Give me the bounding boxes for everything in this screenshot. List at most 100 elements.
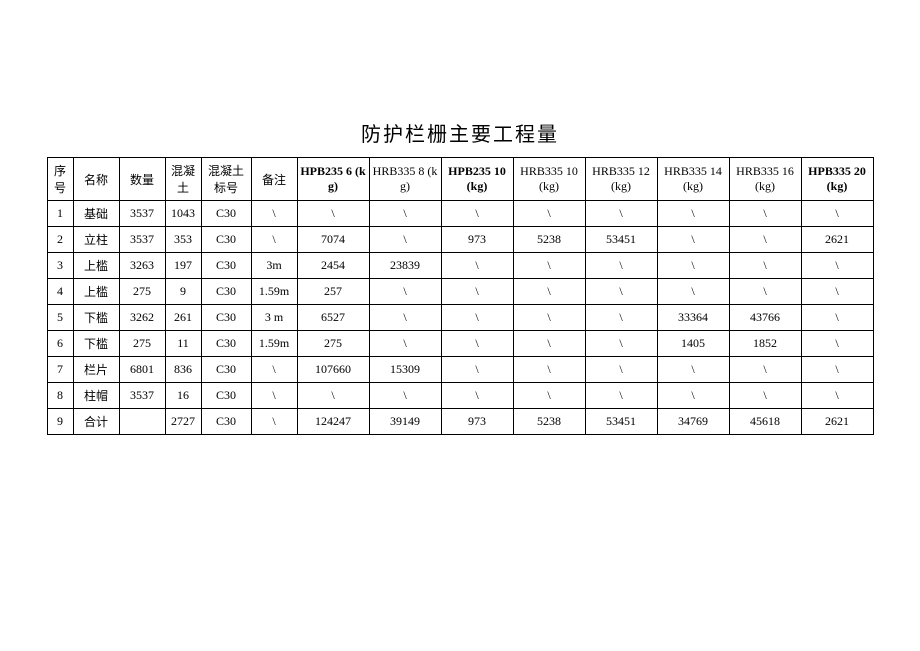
table-cell: 1405 xyxy=(657,331,729,357)
table-cell: C30 xyxy=(201,305,251,331)
table-cell: 9 xyxy=(47,409,73,435)
table-cell: 275 xyxy=(119,331,165,357)
table-cell: 3 m xyxy=(251,305,297,331)
table-cell: C30 xyxy=(201,227,251,253)
table-cell: 上槛 xyxy=(73,279,119,305)
table-cell: \ xyxy=(369,227,441,253)
table-cell: \ xyxy=(801,201,873,227)
table-cell: 1043 xyxy=(165,201,201,227)
table-cell: \ xyxy=(369,305,441,331)
table-row: 9合计2727C30\12424739149973523853451347694… xyxy=(47,409,873,435)
table-cell: \ xyxy=(441,201,513,227)
table-cell: 53451 xyxy=(585,409,657,435)
table-row: 3上槛3263197C303m245423839\\\\\\ xyxy=(47,253,873,279)
table-cell: 973 xyxy=(441,409,513,435)
table-cell: 6 xyxy=(47,331,73,357)
table-cell: C30 xyxy=(201,279,251,305)
table-cell: 立柱 xyxy=(73,227,119,253)
table-cell: C30 xyxy=(201,201,251,227)
table-cell: 45618 xyxy=(729,409,801,435)
table-cell: \ xyxy=(729,357,801,383)
col-header: HRB335 16 (kg) xyxy=(729,158,801,201)
table-cell: \ xyxy=(251,357,297,383)
table-cell: 15309 xyxy=(369,357,441,383)
table-cell: 基础 xyxy=(73,201,119,227)
col-header: HPB235 6 (kg) xyxy=(297,158,369,201)
col-header: 数量 xyxy=(119,158,165,201)
table-cell: \ xyxy=(369,331,441,357)
table-cell: 9 xyxy=(165,279,201,305)
table-cell: \ xyxy=(441,357,513,383)
col-header: HRB335 8 (kg) xyxy=(369,158,441,201)
table-cell: \ xyxy=(585,253,657,279)
col-header: HRB335 12 (kg) xyxy=(585,158,657,201)
table-cell: 124247 xyxy=(297,409,369,435)
table-cell: 2727 xyxy=(165,409,201,435)
table-cell: 3537 xyxy=(119,227,165,253)
table-cell: \ xyxy=(585,331,657,357)
table-cell: \ xyxy=(251,227,297,253)
table-row: 1基础35371043C30\\\\\\\\\ xyxy=(47,201,873,227)
table-cell: C30 xyxy=(201,383,251,409)
table-cell: 7074 xyxy=(297,227,369,253)
table-cell: \ xyxy=(801,383,873,409)
table-cell: 1852 xyxy=(729,331,801,357)
col-header: 序号 xyxy=(47,158,73,201)
table-cell: \ xyxy=(729,383,801,409)
table-cell: \ xyxy=(801,331,873,357)
table-row: 8柱帽353716C30\\\\\\\\\ xyxy=(47,383,873,409)
table-cell: 合计 xyxy=(73,409,119,435)
table-cell: \ xyxy=(801,279,873,305)
table-cell: 43766 xyxy=(729,305,801,331)
table-cell: 下槛 xyxy=(73,305,119,331)
table-cell: 1 xyxy=(47,201,73,227)
table-cell: 1.59m xyxy=(251,331,297,357)
table-cell: 2 xyxy=(47,227,73,253)
table-cell: \ xyxy=(369,383,441,409)
table-cell: \ xyxy=(441,383,513,409)
table-body: 1基础35371043C30\\\\\\\\\2立柱3537353C30\707… xyxy=(47,201,873,435)
table-cell: 5238 xyxy=(513,409,585,435)
table-row: 4上槛2759C301.59m257\\\\\\\ xyxy=(47,279,873,305)
table-cell: 6527 xyxy=(297,305,369,331)
table-cell: \ xyxy=(513,253,585,279)
table-cell: \ xyxy=(251,383,297,409)
table-row: 2立柱3537353C30\7074\973523853451\\2621 xyxy=(47,227,873,253)
col-header: HRB335 14 (kg) xyxy=(657,158,729,201)
table-cell: 107660 xyxy=(297,357,369,383)
table-cell: 2454 xyxy=(297,253,369,279)
table-cell: 11 xyxy=(165,331,201,357)
table-cell: \ xyxy=(441,331,513,357)
table-cell: 23839 xyxy=(369,253,441,279)
table-cell: \ xyxy=(369,201,441,227)
table-cell: \ xyxy=(251,409,297,435)
table-cell: \ xyxy=(441,253,513,279)
table-cell: 7 xyxy=(47,357,73,383)
table-cell: \ xyxy=(513,305,585,331)
table-row: 7栏片6801836C30\10766015309\\\\\\ xyxy=(47,357,873,383)
table-cell: \ xyxy=(657,357,729,383)
table-cell: 上槛 xyxy=(73,253,119,279)
table-cell: 1.59m xyxy=(251,279,297,305)
table-head: 序号 名称 数量 混凝土 混凝土标号 备注 HPB235 6 (kg) HRB3… xyxy=(47,158,873,201)
quantities-table: 序号 名称 数量 混凝土 混凝土标号 备注 HPB235 6 (kg) HRB3… xyxy=(47,157,874,435)
col-header: 混凝土标号 xyxy=(201,158,251,201)
col-header: 名称 xyxy=(73,158,119,201)
table-cell: 3262 xyxy=(119,305,165,331)
table-cell: \ xyxy=(657,279,729,305)
table-cell: \ xyxy=(585,357,657,383)
table-cell: \ xyxy=(513,357,585,383)
table-cell: 3 xyxy=(47,253,73,279)
table-cell: 836 xyxy=(165,357,201,383)
table-cell: 8 xyxy=(47,383,73,409)
header-row: 序号 名称 数量 混凝土 混凝土标号 备注 HPB235 6 (kg) HRB3… xyxy=(47,158,873,201)
table-cell: \ xyxy=(657,227,729,253)
table-cell: 3537 xyxy=(119,383,165,409)
table-cell: \ xyxy=(441,305,513,331)
table-cell: 33364 xyxy=(657,305,729,331)
col-header: HPB235 10 (kg) xyxy=(441,158,513,201)
table-cell: \ xyxy=(657,201,729,227)
table-cell: 353 xyxy=(165,227,201,253)
table-cell: \ xyxy=(513,331,585,357)
table-cell: 3263 xyxy=(119,253,165,279)
